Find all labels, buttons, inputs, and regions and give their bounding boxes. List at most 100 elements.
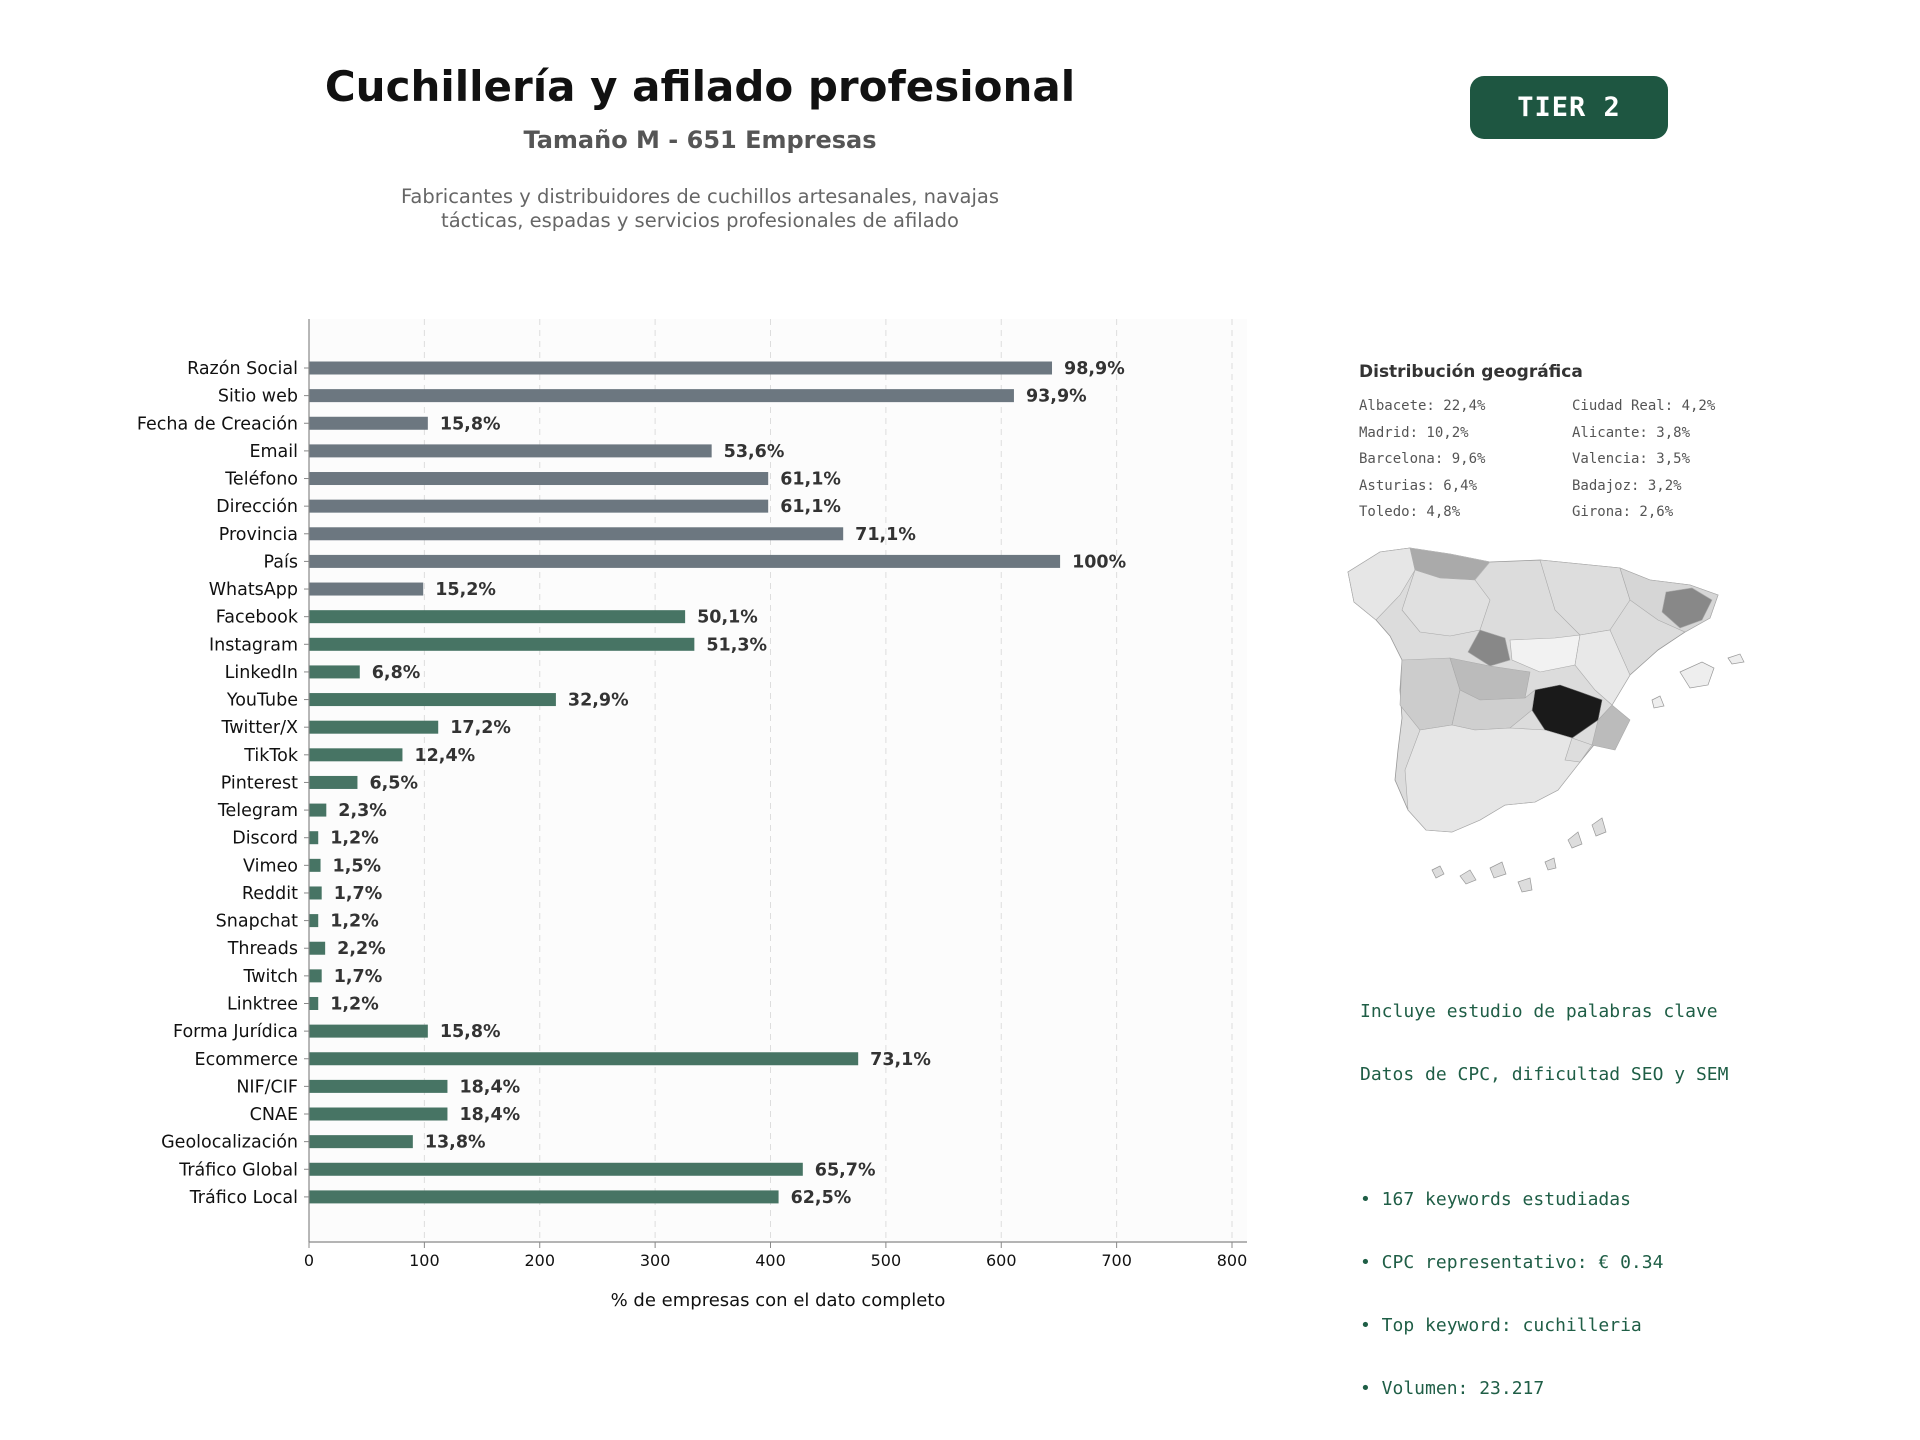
bar — [309, 858, 321, 872]
value-label: 1,5% — [333, 856, 382, 876]
geo-item: Girona: 2,6% — [1572, 504, 1674, 520]
bar — [309, 1079, 448, 1093]
bar — [309, 1107, 448, 1121]
bar — [309, 361, 1053, 375]
category-label: Razón Social — [187, 359, 298, 379]
value-label: 2,3% — [338, 801, 387, 821]
keywords-info: Incluye estudio de palabras clave Datos … — [1360, 959, 1728, 1420]
bar — [309, 1190, 779, 1204]
bar — [309, 886, 322, 900]
value-label: 53,6% — [724, 442, 785, 462]
value-label: 1,7% — [334, 967, 383, 987]
bar — [309, 444, 712, 458]
sector-description: Fabricantes y distribuidores de cuchillo… — [300, 185, 1100, 233]
category-label: NIF/CIF — [236, 1077, 298, 1097]
bar — [309, 582, 424, 596]
description-line: tácticas, espadas y servicios profesiona… — [441, 209, 959, 232]
value-label: 6,8% — [372, 663, 421, 683]
value-label: 65,7% — [815, 1160, 876, 1180]
geo-item: Asturias: 6,4% — [1359, 477, 1478, 494]
description-line: Fabricantes y distribuidores de cuchillo… — [401, 185, 999, 208]
page-title: Cuchillería y afilado profesional — [324, 62, 1076, 111]
category-label: Linktree — [227, 994, 298, 1014]
value-label: 18,4% — [459, 1077, 520, 1097]
bar — [309, 499, 769, 513]
x-tick-label: 800 — [1217, 1251, 1248, 1270]
category-label: Threads — [227, 939, 298, 959]
value-label: 1,2% — [330, 829, 379, 849]
geo-item: Albacete: 22,4% — [1359, 398, 1486, 414]
geo-item: Alicante: 3,8% — [1572, 424, 1691, 441]
category-label: Tráfico Local — [189, 1188, 298, 1208]
bar — [309, 941, 326, 955]
category-label: WhatsApp — [209, 580, 298, 600]
category-label: Pinterest — [221, 773, 298, 793]
keywords-bullet: • Top keyword: cuchilleria — [1360, 1315, 1642, 1336]
bar — [309, 610, 686, 624]
map-region-alicante — [1591, 704, 1631, 751]
bar — [309, 803, 327, 817]
spain-choropleth-map — [1347, 547, 1745, 893]
category-label: Vimeo — [243, 856, 298, 876]
x-axis-title: % de empresas con el dato completo — [611, 1290, 946, 1311]
x-tick-label: 600 — [986, 1251, 1017, 1270]
category-label: Sitio web — [218, 387, 298, 407]
keywords-bullet: • Volumen: 23.217 — [1360, 1378, 1545, 1399]
value-label: 61,1% — [780, 497, 841, 517]
category-label: Telegram — [217, 801, 298, 821]
map-balearic-ibiza — [1651, 695, 1665, 709]
category-label: Geolocalización — [161, 1133, 298, 1153]
category-label: Snapchat — [216, 912, 298, 932]
category-label: Discord — [232, 829, 298, 849]
x-tick-label: 100 — [409, 1251, 440, 1270]
category-label: LinkedIn — [225, 663, 298, 683]
bar — [309, 389, 1014, 403]
value-label: 93,9% — [1026, 387, 1087, 407]
value-label: 2,2% — [337, 939, 386, 959]
value-label: 18,4% — [459, 1105, 520, 1125]
value-label: 61,1% — [780, 470, 841, 490]
value-label: 15,8% — [440, 1022, 501, 1042]
bar — [309, 1135, 413, 1149]
category-label: Email — [249, 442, 298, 462]
bar — [309, 775, 358, 789]
value-label: 17,2% — [450, 718, 511, 738]
geo-item: Barcelona: 9,6% — [1359, 451, 1486, 467]
value-label: 100% — [1072, 552, 1126, 572]
geo-item: Ciudad Real: 4,2% — [1572, 398, 1716, 414]
keywords-spacer — [1360, 1127, 1728, 1147]
bar — [309, 1024, 428, 1038]
value-label: 98,9% — [1064, 359, 1125, 379]
geo-item: Valencia: 3,5% — [1572, 451, 1691, 467]
keywords-bullet: • CPC representativo: € 0.34 — [1360, 1252, 1664, 1273]
geo-item: Toledo: 4,8% — [1359, 504, 1461, 520]
bar — [309, 472, 769, 486]
map-region-madrid — [1467, 629, 1511, 667]
x-tick-label: 400 — [755, 1251, 786, 1270]
value-label: 15,8% — [440, 414, 501, 434]
map-region-aragon — [1539, 559, 1631, 636]
value-label: 1,2% — [330, 912, 379, 932]
bar — [309, 914, 319, 928]
map-canary-islands — [1431, 817, 1607, 893]
category-label: Reddit — [242, 884, 298, 904]
bar — [309, 1162, 803, 1176]
value-label: 32,9% — [568, 691, 629, 711]
tier-badge: TIER 2 — [1470, 76, 1668, 139]
map-region-barcelona — [1661, 587, 1713, 629]
category-label: TikTok — [243, 746, 299, 766]
category-label: Tráfico Global — [178, 1160, 298, 1180]
x-tick-label: 500 — [871, 1251, 902, 1270]
bar — [309, 831, 319, 845]
bar — [309, 720, 439, 734]
category-label: Fecha de Creación — [137, 414, 298, 434]
bar — [309, 693, 556, 707]
category-label: Teléfono — [224, 470, 298, 490]
bar — [309, 969, 322, 983]
bar — [309, 1052, 859, 1066]
value-label: 15,2% — [435, 580, 496, 600]
x-tick-label: 200 — [524, 1251, 555, 1270]
category-label: Instagram — [209, 635, 298, 655]
category-label: Ecommerce — [195, 1050, 298, 1070]
category-label: Dirección — [216, 497, 298, 517]
